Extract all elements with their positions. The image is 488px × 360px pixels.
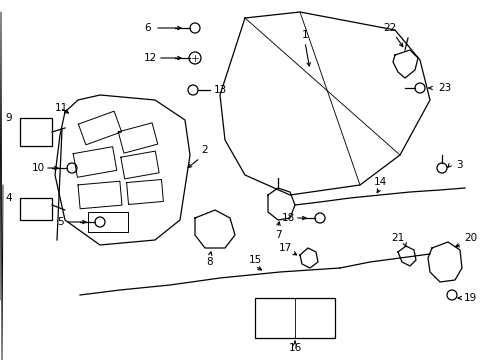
Text: 23: 23 [437, 83, 450, 93]
Text: 10: 10 [31, 163, 44, 173]
Text: 2: 2 [201, 145, 208, 155]
Text: 18: 18 [281, 213, 294, 223]
Text: 13: 13 [213, 85, 226, 95]
Text: 5: 5 [57, 217, 63, 227]
Bar [20, 198, 52, 220]
Text: 17: 17 [278, 243, 291, 253]
Text: 20: 20 [463, 233, 476, 243]
Text: 11: 11 [55, 103, 68, 113]
Text: 21: 21 [390, 233, 404, 243]
Polygon shape [55, 95, 190, 245]
Text: 12: 12 [143, 53, 156, 63]
Text: 14: 14 [373, 177, 386, 187]
Text: 7: 7 [274, 230, 281, 240]
Text: 6: 6 [144, 23, 151, 33]
Bar [254, 298, 334, 338]
Bar [20, 118, 52, 146]
Text: 15: 15 [248, 255, 261, 265]
Text: 16: 16 [288, 343, 301, 353]
Text: 3: 3 [455, 160, 462, 170]
Text: 8: 8 [206, 257, 213, 267]
Text: 1: 1 [301, 30, 307, 40]
Text: 19: 19 [463, 293, 476, 303]
Text: 22: 22 [383, 23, 396, 33]
Text: 4: 4 [5, 193, 12, 203]
Text: 9: 9 [5, 113, 12, 123]
